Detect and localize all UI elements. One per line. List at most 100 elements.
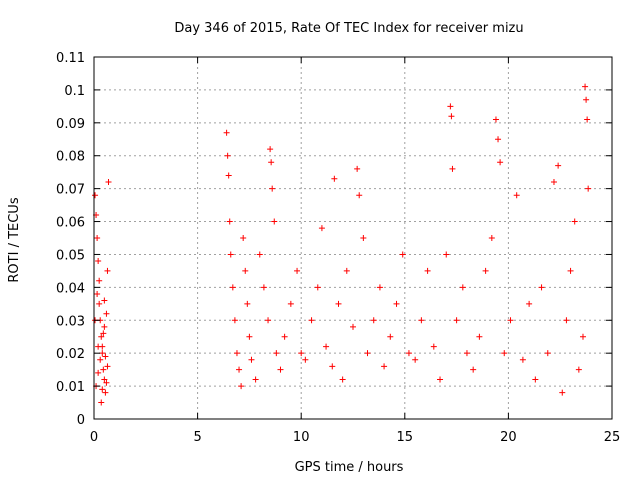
x-tick-label: 10 xyxy=(293,430,310,445)
data-point xyxy=(281,333,288,340)
data-point xyxy=(381,363,388,370)
data-point xyxy=(246,333,253,340)
x-tick-label: 25 xyxy=(604,430,621,445)
data-point xyxy=(376,284,383,291)
data-point xyxy=(563,317,570,324)
data-point xyxy=(492,116,499,123)
data-point xyxy=(488,235,495,241)
x-tick-label: 0 xyxy=(90,430,98,445)
x-tick-labels: 0 5 10 15 20 25 xyxy=(90,430,620,445)
y-tick-label: 0.07 xyxy=(56,183,85,198)
data-point xyxy=(430,343,437,350)
y-tick-label: 0.1 xyxy=(64,84,85,99)
data-point xyxy=(225,172,232,179)
data-point xyxy=(526,300,533,307)
y-tick-label: 0.04 xyxy=(56,281,85,296)
data-point xyxy=(252,376,259,383)
data-point xyxy=(95,343,102,350)
data-point xyxy=(459,284,466,291)
data-point xyxy=(96,300,103,307)
data-point xyxy=(242,267,249,274)
data-point xyxy=(559,389,566,396)
data-point xyxy=(302,356,309,363)
data-point xyxy=(370,317,377,324)
data-point xyxy=(356,192,363,199)
data-point xyxy=(95,369,102,376)
data-point xyxy=(584,116,591,123)
data-point xyxy=(96,277,103,284)
y-axis-label: ROTI / TECUs xyxy=(7,197,22,282)
data-point xyxy=(470,366,477,373)
data-point xyxy=(101,376,108,383)
y-tick-label: 0.11 xyxy=(56,51,85,66)
y-tick-label: 0 xyxy=(77,413,85,428)
x-tick-label: 20 xyxy=(500,430,517,445)
data-point xyxy=(453,317,460,324)
scatter-points xyxy=(92,83,592,406)
data-point xyxy=(447,103,454,110)
data-point xyxy=(360,235,367,241)
data-point xyxy=(103,310,110,317)
data-point xyxy=(532,376,539,383)
data-point xyxy=(287,300,294,307)
data-point xyxy=(226,218,233,225)
data-point xyxy=(476,333,483,340)
data-point xyxy=(579,333,586,340)
data-point xyxy=(329,363,336,370)
data-point xyxy=(236,366,243,373)
data-point xyxy=(271,218,278,225)
data-point xyxy=(98,333,105,340)
data-point xyxy=(244,300,251,307)
data-point xyxy=(339,376,346,383)
y-tick-label: 0.09 xyxy=(56,117,85,132)
data-point xyxy=(343,267,350,274)
data-point xyxy=(331,175,338,182)
data-point xyxy=(501,350,508,357)
data-point xyxy=(100,330,107,337)
data-point xyxy=(585,185,592,192)
data-point xyxy=(231,317,238,324)
data-point xyxy=(519,356,526,363)
data-point xyxy=(308,317,315,324)
grid xyxy=(94,57,612,419)
data-point xyxy=(412,356,419,363)
data-point xyxy=(550,179,557,186)
data-point xyxy=(92,192,99,199)
data-point xyxy=(238,383,245,390)
data-point xyxy=(100,366,107,373)
data-point xyxy=(350,323,356,330)
data-point xyxy=(227,251,234,258)
data-point xyxy=(463,350,470,357)
data-point xyxy=(256,251,263,258)
x-tick-label: 5 xyxy=(193,430,201,445)
data-point xyxy=(424,267,431,274)
data-point xyxy=(318,225,325,232)
data-point xyxy=(294,267,301,274)
data-point xyxy=(583,96,590,103)
data-point xyxy=(97,356,104,363)
data-point xyxy=(99,350,106,357)
data-point xyxy=(571,218,578,225)
data-point xyxy=(482,267,489,274)
data-point xyxy=(273,350,280,357)
data-point xyxy=(260,284,267,291)
data-point xyxy=(102,389,109,396)
data-point xyxy=(497,159,504,166)
data-point xyxy=(323,343,330,350)
data-point xyxy=(104,363,111,370)
y-tick-label: 0.03 xyxy=(56,314,85,329)
data-point xyxy=(103,379,110,386)
data-point xyxy=(95,258,102,265)
data-point xyxy=(443,251,450,258)
data-point xyxy=(314,284,321,291)
y-tick-label: 0.01 xyxy=(56,380,85,395)
data-point xyxy=(277,366,284,373)
chart-title: Day 346 of 2015, Rate Of TEC Index for r… xyxy=(174,21,523,36)
data-point xyxy=(101,323,108,330)
data-point xyxy=(229,284,236,291)
data-point xyxy=(567,267,574,274)
data-point xyxy=(101,297,108,304)
data-point xyxy=(354,165,361,172)
axis-ticks xyxy=(93,56,613,420)
